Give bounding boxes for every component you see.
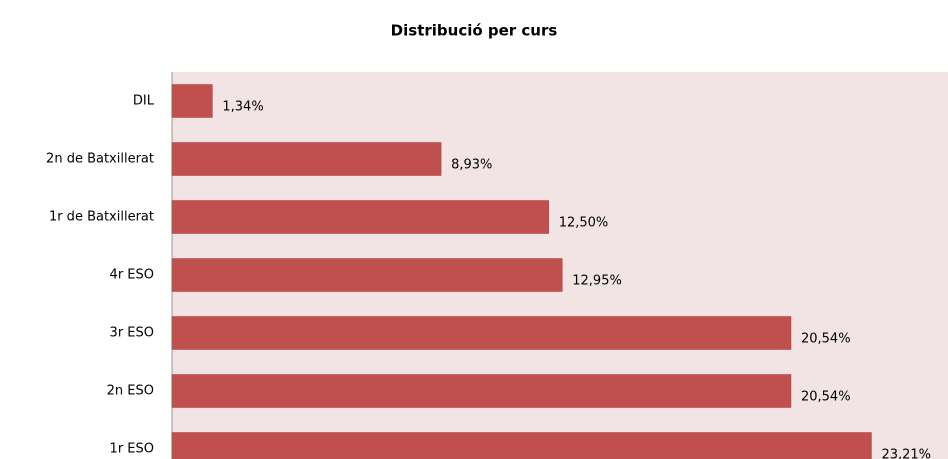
y-tick-label: 1r de Batxillerat xyxy=(49,210,154,225)
data-label: 20,54% xyxy=(801,332,851,347)
y-tick-label: DIL xyxy=(133,94,155,109)
bar xyxy=(171,374,792,408)
bar xyxy=(171,316,792,350)
chart-title: Distribució per curs xyxy=(391,22,558,40)
data-label: 12,50% xyxy=(559,216,609,231)
y-tick-label: 2n ESO xyxy=(107,384,154,399)
data-label: 1,34% xyxy=(222,100,263,115)
y-tick-label: 1r ESO xyxy=(110,442,154,457)
data-label: 20,54% xyxy=(801,390,851,405)
bar xyxy=(171,432,872,459)
y-tick-label: 4r ESO xyxy=(110,268,154,283)
data-label: 12,95% xyxy=(572,274,622,289)
bar xyxy=(171,200,549,234)
data-label: 8,93% xyxy=(451,158,492,173)
y-tick-label: 3r ESO xyxy=(110,326,154,341)
bar xyxy=(171,258,563,292)
bar xyxy=(171,142,442,176)
bar xyxy=(171,84,213,118)
data-label: 23,21% xyxy=(881,448,931,459)
y-tick-label: 2n de Batxillerat xyxy=(46,152,154,167)
